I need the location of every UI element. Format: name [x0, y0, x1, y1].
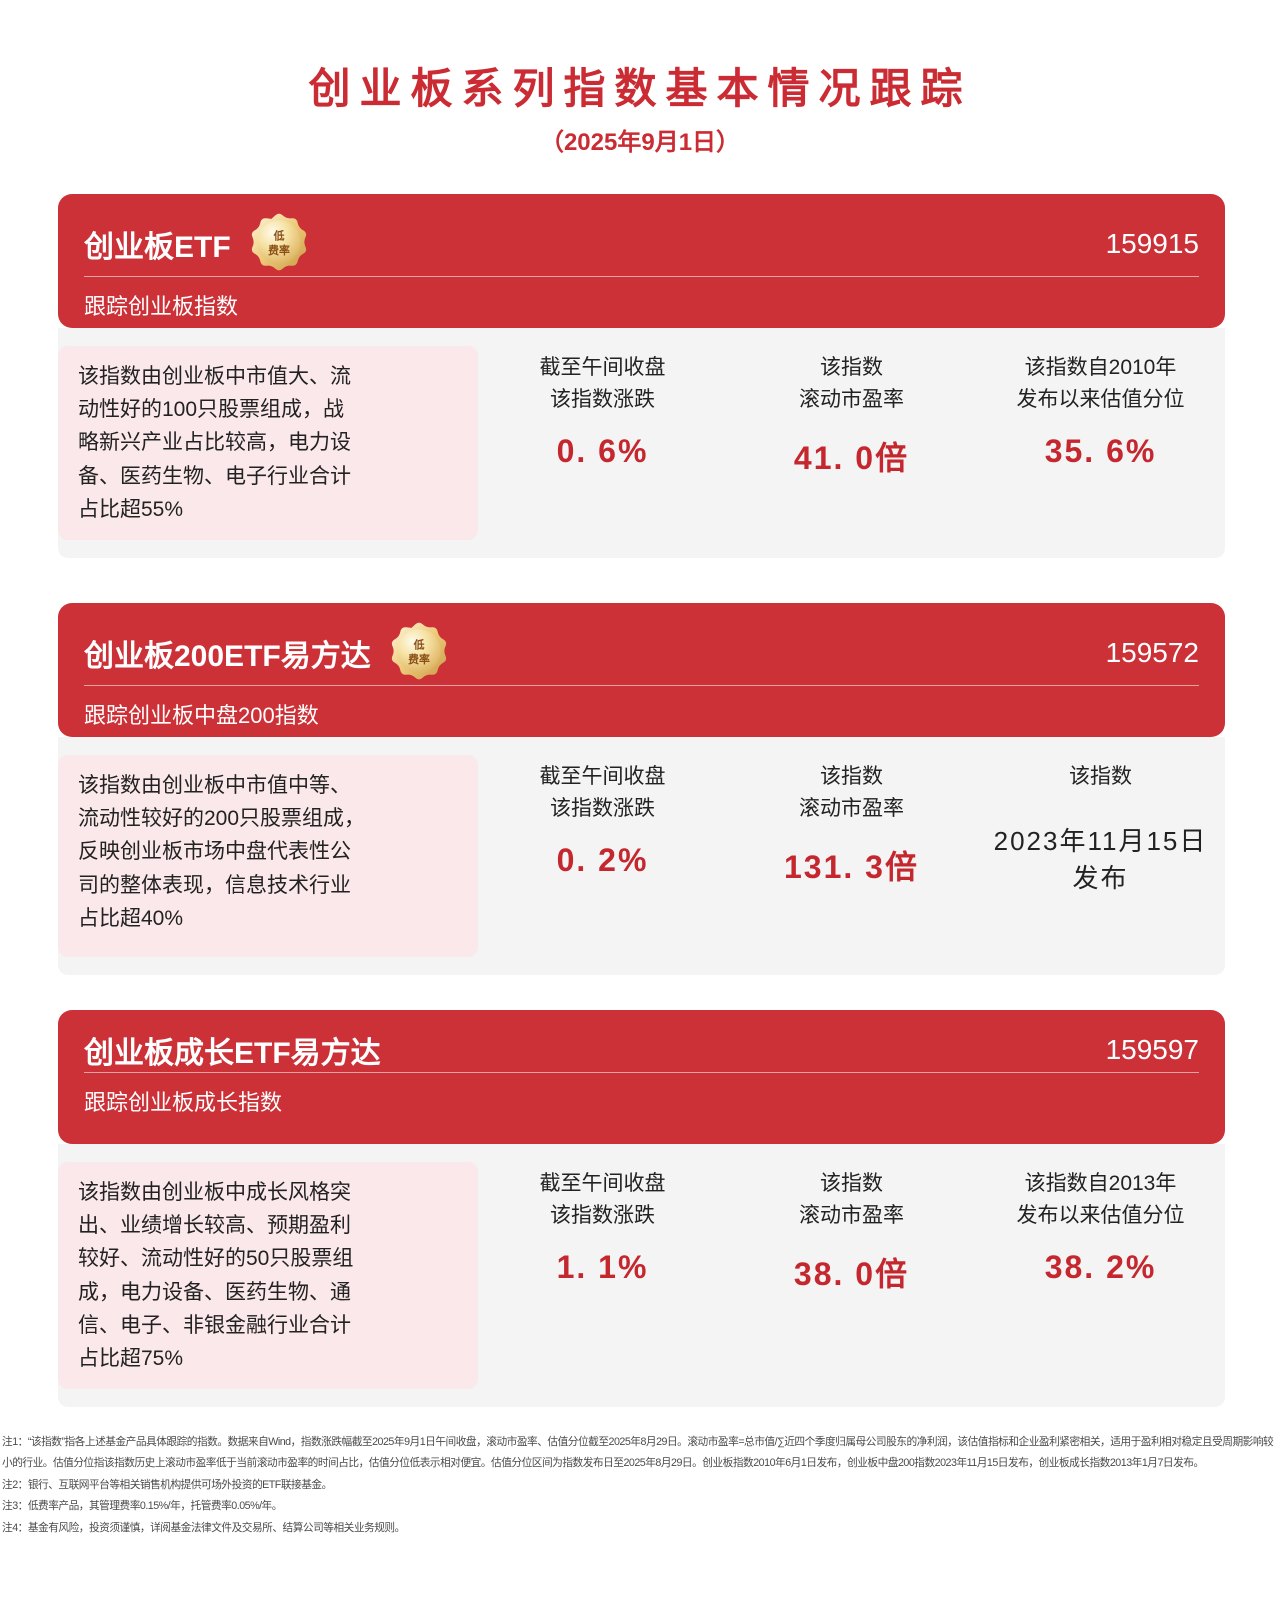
svg-text:费率: 费率: [268, 243, 290, 257]
svg-text:低: 低: [412, 637, 424, 651]
svg-text:费率: 费率: [408, 652, 430, 666]
svg-text:低: 低: [272, 228, 284, 242]
